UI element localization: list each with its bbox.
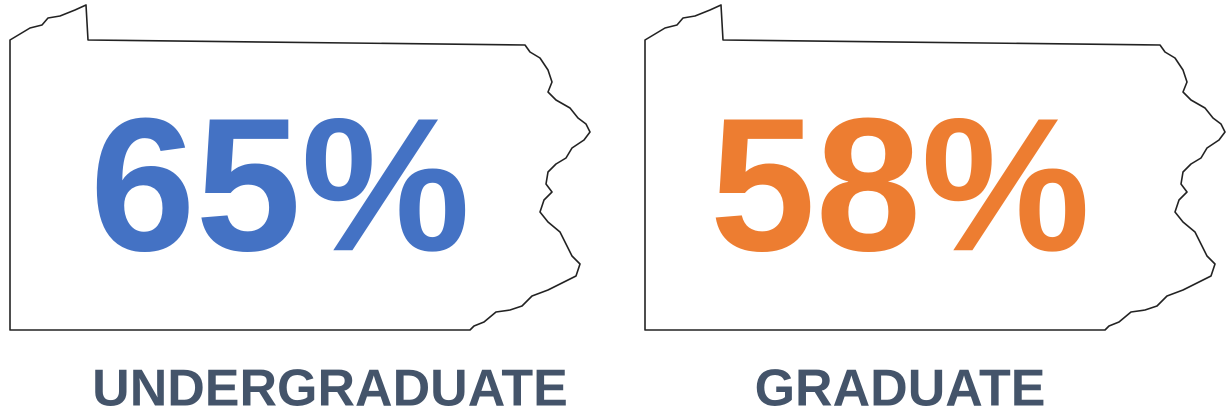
percentage: 58%	[710, 79, 1090, 291]
panel: 58% GRADUATE	[644, 4, 1226, 416]
percentage: 65%	[90, 79, 470, 291]
panel: 65% UNDERGRADUATE	[9, 4, 591, 416]
label: UNDERGRADUATE	[92, 360, 568, 416]
label: GRADUATE	[755, 360, 1046, 416]
